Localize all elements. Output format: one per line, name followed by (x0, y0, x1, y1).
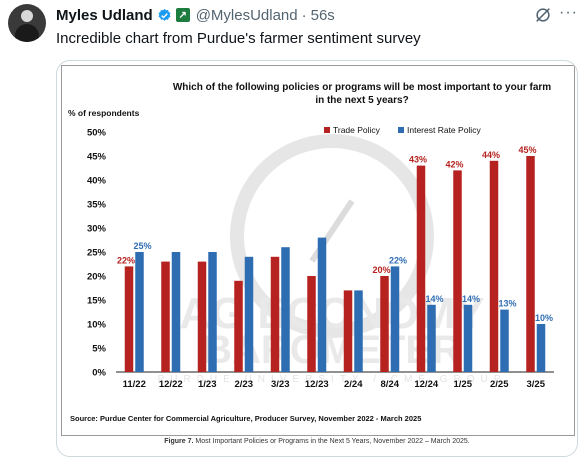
trade-policy-data-label: 22% (117, 255, 135, 265)
tweet-header: Myles Udland ↗ @MylesUdland · 56s (56, 4, 335, 26)
tweet-media[interactable]: AG ECONOMY BAROMETER PURDUE UNIVERSITY / C… (56, 60, 578, 457)
author-handle[interactable]: @MylesUdland (195, 6, 298, 24)
legend-label-trade: Trade Policy (333, 125, 381, 135)
chart-frame: AG ECONOMY BAROMETER PURDUE UNIVERSITY / C… (61, 65, 575, 436)
x-tick-label: 3/23 (271, 379, 290, 390)
author-name[interactable]: Myles Udland (56, 6, 153, 24)
trade-policy-bar (307, 276, 316, 372)
tweet-text: Incredible chart from Purdue's farmer se… (56, 30, 421, 47)
y-tick-label: 0% (92, 368, 106, 379)
interest-rate-bar (208, 252, 217, 372)
y-tick-label: 20% (87, 272, 107, 283)
interest-rate-bar (500, 309, 509, 372)
trade-policy-bar (161, 261, 170, 372)
y-tick-label: 30% (87, 224, 107, 235)
interest-rate-bar (427, 304, 436, 372)
figure-label: Figure 7. (164, 438, 194, 445)
chart-title-line-2: in the next 5 years? (315, 95, 408, 106)
interest-rate-bar (536, 324, 546, 372)
x-tick-label: 2/24 (344, 379, 363, 390)
x-tick-label: 12/23 (305, 379, 329, 390)
interest-rate-bar (463, 304, 473, 372)
chart-title-line-1: Which of the following policies or progr… (173, 82, 551, 93)
interest-rate-bar (281, 247, 290, 372)
legend-label-interest: Interest Rate Policy (407, 125, 481, 135)
interest-rate-bar (171, 252, 181, 372)
interest-rate-data-label: 22% (389, 255, 407, 265)
trade-policy-bar (124, 266, 134, 372)
interest-rate-bar (135, 252, 144, 372)
x-tick-label: 12/24 (414, 379, 438, 390)
trade-policy-data-label: 44% (482, 150, 500, 160)
trade-policy-bar (234, 280, 243, 372)
x-tick-label: 1/23 (198, 379, 217, 390)
x-tick-label: 11/22 (123, 379, 146, 390)
tweet-time[interactable]: 56s (310, 6, 335, 24)
interest-rate-data-label: 14% (462, 294, 480, 304)
author-avatar[interactable] (8, 4, 46, 42)
figure-caption-text: Most Important Policies or Programs in t… (195, 438, 470, 445)
verified-badge-icon (158, 8, 171, 21)
y-tick-label: 40% (87, 176, 107, 187)
interest-rate-data-label: 25% (133, 241, 151, 251)
figure-caption: Figure 7. Most Important Policies or Pro… (57, 438, 577, 445)
trade-policy-data-label: 43% (409, 155, 427, 165)
trade-policy-bar (453, 170, 462, 372)
separator-dot: · (301, 6, 307, 24)
interest-rate-data-label: 14% (425, 294, 443, 304)
trade-policy-bar (380, 276, 389, 372)
trade-policy-data-label: 20% (372, 265, 390, 275)
interest-rate-bar (317, 237, 327, 372)
y-axis-label: % of respondents (68, 108, 140, 118)
x-tick-label: 8/24 (381, 379, 400, 390)
x-tick-label: 2/23 (235, 379, 254, 390)
watermark-gauge (230, 134, 434, 338)
avatar-head (21, 10, 33, 22)
grok-icon[interactable] (534, 6, 552, 24)
y-tick-label: 15% (87, 296, 107, 307)
interest-rate-bar (354, 290, 363, 372)
chart-source: Source: Purdue Center for Commercial Agr… (70, 414, 421, 423)
y-tick-label: 25% (87, 248, 107, 259)
avatar-body (15, 24, 39, 42)
legend-swatch-interest (398, 127, 404, 133)
y-tick-label: 50% (87, 128, 107, 139)
trade-policy-bar (343, 290, 353, 372)
trade-policy-bar (197, 261, 207, 372)
x-tick-label: 1/25 (454, 379, 473, 390)
trade-policy-bar (526, 156, 535, 372)
trade-policy-data-label: 45% (518, 145, 536, 155)
trade-policy-data-label: 42% (445, 159, 463, 169)
x-tick-label: 12/22 (159, 379, 183, 390)
legend-swatch-trade (324, 127, 330, 133)
trade-policy-bar (270, 256, 280, 372)
y-tick-label: 5% (92, 344, 106, 355)
y-tick-label: 45% (87, 152, 107, 163)
trade-policy-bar (489, 160, 499, 372)
interest-rate-bar (244, 256, 254, 372)
x-tick-label: 2/25 (490, 379, 509, 390)
interest-rate-data-label: 13% (498, 299, 516, 309)
affiliate-badge-icon: ↗ (175, 8, 190, 22)
trade-policy-bar (416, 165, 426, 372)
more-options-icon[interactable]: ··· (559, 4, 578, 21)
watermark-text-3: PURDUE UNIVERSITY / CME GROUP (158, 374, 507, 385)
interest-rate-bar (390, 266, 400, 372)
y-tick-label: 10% (87, 320, 107, 331)
interest-rate-data-label: 10% (535, 313, 553, 323)
y-tick-label: 35% (87, 200, 107, 211)
x-tick-label: 3/25 (527, 379, 546, 390)
